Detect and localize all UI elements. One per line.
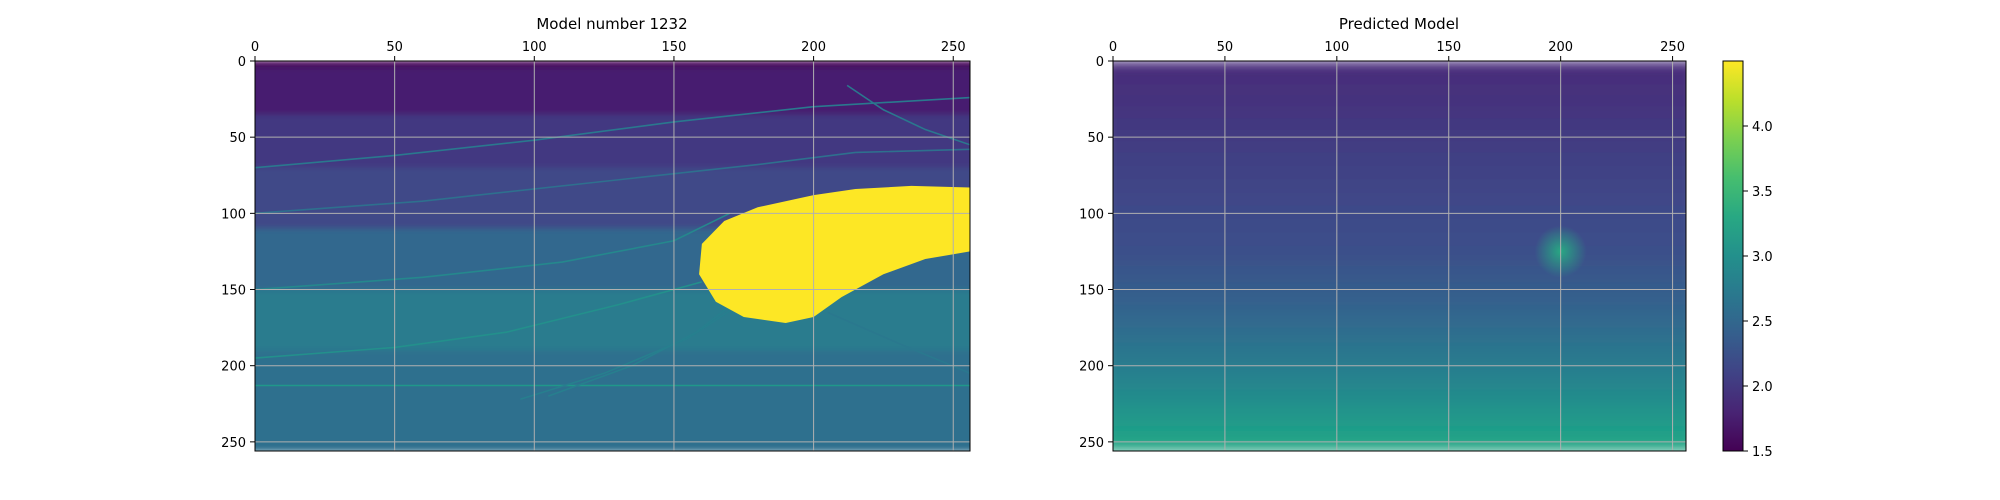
true-model-panel: Model number 1232 0 50 100 150 200 250 0 50 100… xyxy=(221,15,971,452)
velocity-layer xyxy=(255,67,970,115)
velocity-band xyxy=(1113,152,1686,167)
velocity-layer xyxy=(255,61,970,68)
x-tick-label: 100 xyxy=(522,40,547,55)
velocity-band xyxy=(1113,342,1686,352)
velocity-band xyxy=(1113,219,1686,233)
velocity-band xyxy=(1113,72,1686,85)
horizon-line xyxy=(255,212,731,291)
horizon-line xyxy=(255,96,970,169)
plot-frame xyxy=(1112,60,1687,452)
salt-body xyxy=(699,185,970,324)
x-tick-label: 250 xyxy=(941,40,966,55)
chart-title: Predicted Model xyxy=(1339,15,1459,33)
x-tick-label: 200 xyxy=(801,40,826,55)
x-axis-ticks: 0 50 100 150 200 250 xyxy=(251,40,966,61)
velocity-band xyxy=(1113,407,1686,417)
y-tick-label: 200 xyxy=(1079,360,1104,375)
horizon-line xyxy=(547,301,736,397)
x-tick-label: 200 xyxy=(1548,40,1573,55)
y-tick-label: 0 xyxy=(1096,55,1104,70)
x-tick-label: 150 xyxy=(1436,40,1461,55)
y-tick-label: 0 xyxy=(238,55,246,70)
velocity-band xyxy=(1113,327,1686,336)
colorbar-tick-label: 3.0 xyxy=(1752,250,1773,265)
velocity-layer xyxy=(255,289,970,351)
colorbar-tick-label: 2.0 xyxy=(1752,380,1773,395)
x-axis-ticks: 0 50 100 150 200 250 xyxy=(1109,40,1685,61)
colorbar-ticks: 1.5 2.0 2.5 3.0 3.5 4.0 xyxy=(1743,120,1773,460)
y-axis-ticks: 0 50 100 150 200 250 xyxy=(221,55,255,451)
colorbar: 1.5 2.0 2.5 3.0 3.5 4.0 xyxy=(1722,60,1773,460)
velocity-layer xyxy=(255,114,970,169)
plot-frame xyxy=(254,60,971,452)
predicted-model-panel: Predicted Model 0 50 100 150 200 250 0 50 100 15… xyxy=(1079,15,1687,452)
velocity-band xyxy=(1113,245,1686,260)
horizon-line xyxy=(827,311,970,375)
y-tick-label: 100 xyxy=(1079,207,1104,222)
velocity-band xyxy=(1113,266,1686,275)
velocity-band xyxy=(1113,95,1686,108)
velocity-band xyxy=(1113,106,1686,119)
velocity-layer xyxy=(255,350,970,451)
background-gradient xyxy=(1113,61,1686,451)
y-tick-label: 250 xyxy=(1079,436,1104,451)
velocity-band xyxy=(1113,61,1686,74)
velocity-band xyxy=(1113,335,1686,344)
velocity-band xyxy=(1113,140,1686,154)
velocity-band xyxy=(1113,312,1686,321)
colorbar-tick-label: 2.5 xyxy=(1752,315,1773,330)
velocity-band xyxy=(1113,350,1686,359)
velocity-band xyxy=(1113,274,1686,283)
velocity-band xyxy=(1113,205,1686,220)
y-tick-label: 50 xyxy=(1087,131,1104,146)
velocity-band xyxy=(1113,259,1686,268)
y-tick-label: 200 xyxy=(221,360,246,375)
velocity-band xyxy=(1113,297,1686,306)
y-axis-ticks: 0 50 100 150 200 250 xyxy=(1079,55,1113,451)
velocity-band xyxy=(1113,433,1686,443)
velocity-band xyxy=(1113,424,1686,435)
velocity-band xyxy=(1113,281,1686,291)
colorbar-tick-label: 4.0 xyxy=(1752,120,1773,135)
colorbar-tick-label: 1.5 xyxy=(1752,445,1773,460)
y-tick-label: 150 xyxy=(221,284,246,299)
y-tick-label: 250 xyxy=(221,436,246,451)
velocity-band xyxy=(1113,129,1686,142)
velocity-band xyxy=(1113,373,1686,382)
horizon-line xyxy=(255,281,703,359)
velocity-band xyxy=(1113,192,1686,207)
velocity-band xyxy=(1113,415,1686,426)
velocity-band xyxy=(1113,304,1686,313)
velocity-band xyxy=(1113,118,1686,131)
velocity-band xyxy=(1113,358,1686,367)
x-tick-label: 50 xyxy=(386,40,403,55)
colorbar-tick-label: 3.5 xyxy=(1752,185,1773,200)
x-tick-label: 250 xyxy=(1660,40,1685,55)
velocity-band xyxy=(1113,179,1686,193)
velocity-band xyxy=(1113,319,1686,329)
x-tick-label: 0 xyxy=(251,40,259,55)
x-tick-label: 100 xyxy=(1324,40,1349,55)
velocity-band xyxy=(1113,380,1686,391)
velocity-band xyxy=(1113,83,1686,96)
y-tick-label: 50 xyxy=(229,131,246,146)
x-tick-label: 0 xyxy=(1109,40,1117,55)
colorbar-bar xyxy=(1722,60,1744,452)
background-layers xyxy=(255,61,970,451)
velocity-band xyxy=(1113,398,1686,408)
velocity-band xyxy=(1113,365,1686,374)
x-tick-label: 150 xyxy=(662,40,687,55)
x-tick-label: 50 xyxy=(1217,40,1234,55)
y-tick-label: 100 xyxy=(221,207,246,222)
velocity-band xyxy=(1113,442,1686,451)
velocity-band xyxy=(1113,289,1686,298)
velocity-band xyxy=(1113,232,1686,247)
horizon-line xyxy=(520,301,745,400)
chart-title: Model number 1232 xyxy=(536,15,687,33)
velocity-band xyxy=(1113,165,1686,180)
y-tick-label: 150 xyxy=(1079,284,1104,299)
velocity-band xyxy=(1113,389,1686,400)
